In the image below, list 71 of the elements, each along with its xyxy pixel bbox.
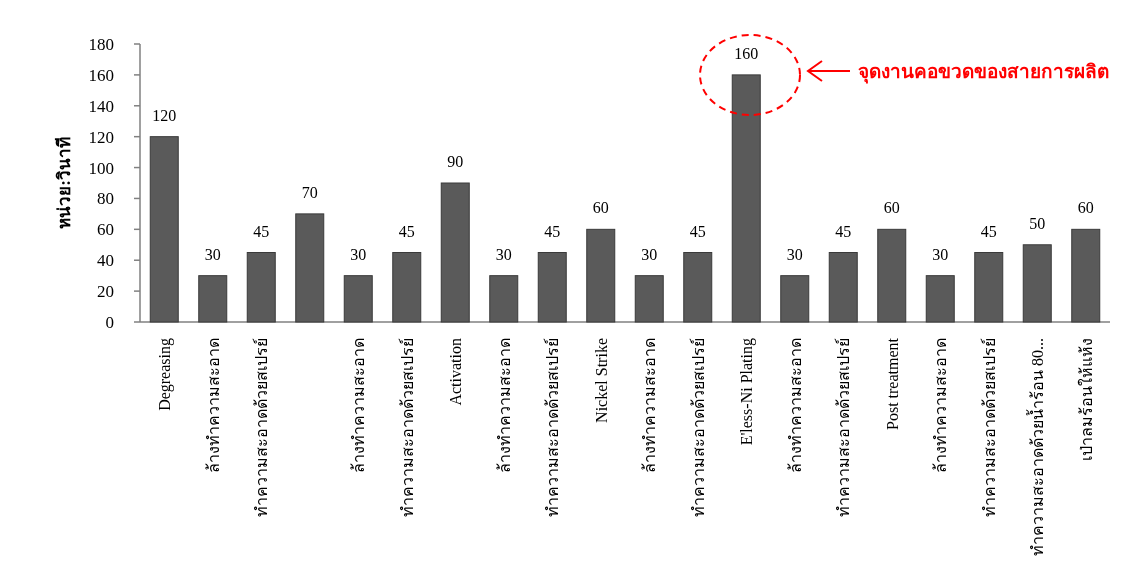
- bar: [149, 136, 179, 323]
- data-label: 45: [544, 222, 561, 240]
- x-tick-label: Nickel Strike: [592, 338, 610, 423]
- bar: [537, 252, 567, 323]
- data-label: 45: [689, 222, 706, 240]
- data-label: 30: [641, 245, 658, 263]
- data-label: 45: [980, 222, 997, 240]
- y-tick-label: 120: [88, 127, 114, 147]
- data-label: 70: [301, 183, 318, 201]
- data-label: 30: [495, 245, 512, 263]
- bar: [780, 275, 810, 323]
- data-label: 30: [350, 245, 367, 263]
- bar: [295, 213, 325, 323]
- data-label: 45: [398, 222, 415, 240]
- x-tick-label: ล้างทำความสะอาด: [495, 338, 513, 473]
- data-label: 120: [152, 106, 177, 124]
- bar: [1022, 244, 1052, 323]
- y-tick-label: 100: [88, 158, 114, 178]
- bar: [198, 275, 228, 323]
- x-tick-label: ทำความสะอาดด้วยสเปรย์: [688, 338, 707, 517]
- x-tick-label: E'less-Ni Plating: [738, 338, 757, 446]
- y-tick-label: 80: [97, 189, 114, 209]
- bar: [925, 275, 955, 323]
- x-tick-label: ล้างทำความสะอาด: [786, 338, 804, 473]
- data-label: 45: [253, 222, 270, 240]
- x-tick-label: Post treatment: [883, 337, 901, 430]
- data-label: 60: [883, 199, 900, 217]
- bar: [586, 228, 616, 323]
- y-axis-title: หน่วย:วินาที: [54, 137, 74, 229]
- y-tick-label: 20: [97, 282, 114, 302]
- data-label: 30: [204, 245, 221, 263]
- data-label: 60: [592, 199, 609, 217]
- x-tick-label: ทำความสะอาดด้วยสเปรย์: [252, 338, 271, 517]
- bar: [731, 74, 761, 323]
- x-tick-label: ทำความสะอาดด้วยสเปรย์: [543, 338, 562, 517]
- data-label: 30: [786, 245, 803, 263]
- bar: [1071, 228, 1101, 323]
- y-tick-label: 40: [97, 251, 114, 271]
- x-tick-label: ล้างทำความสะอาด: [204, 338, 222, 473]
- bar: [634, 275, 664, 323]
- bar: [246, 252, 276, 323]
- bar: [877, 228, 907, 323]
- bar: [974, 252, 1004, 323]
- data-label: 90: [447, 153, 464, 170]
- annotation: จุดงานคอขวดของสายการผลิต: [858, 61, 1109, 84]
- x-tick-label: ทำความสะอาดด้วยสเปรย์: [397, 338, 416, 517]
- x-tick-label: ล้างทำความสะอาด: [932, 338, 950, 473]
- x-tick-label: เป่าลมร้อนให้แห้ง: [1076, 338, 1095, 461]
- y-tick-label: 160: [88, 65, 114, 85]
- y-tick-label: 60: [97, 220, 114, 240]
- bar: [489, 275, 519, 323]
- x-tick-label: ล้างทำความสะอาด: [641, 338, 659, 473]
- y-tick-label: 0: [105, 313, 114, 332]
- y-tick-label: 180: [88, 35, 114, 54]
- x-tick-label: Degreasing: [156, 338, 175, 411]
- x-tick-label: ทำความสะอาดด้วยสเปรย์: [979, 338, 998, 517]
- bar: [683, 252, 713, 323]
- x-tick-label: ทำความสะอาดด้วยน้ำร้อน 80...: [1026, 338, 1047, 556]
- bar: [392, 252, 422, 323]
- bar: [440, 182, 470, 323]
- x-tick-label: ทำความสะอาดด้วยสเปรย์: [834, 338, 853, 517]
- data-label: 50: [1029, 214, 1046, 232]
- y-tick-label: 140: [88, 96, 114, 116]
- data-label: 60: [1077, 199, 1094, 217]
- x-tick-label: ล้างทำความสะอาด: [350, 338, 368, 473]
- bar: [343, 275, 373, 323]
- bar: [828, 252, 858, 323]
- data-label: 45: [835, 222, 852, 240]
- x-tick-label: Activation: [447, 338, 465, 406]
- data-label: 160: [734, 44, 759, 62]
- data-label: 30: [932, 245, 949, 263]
